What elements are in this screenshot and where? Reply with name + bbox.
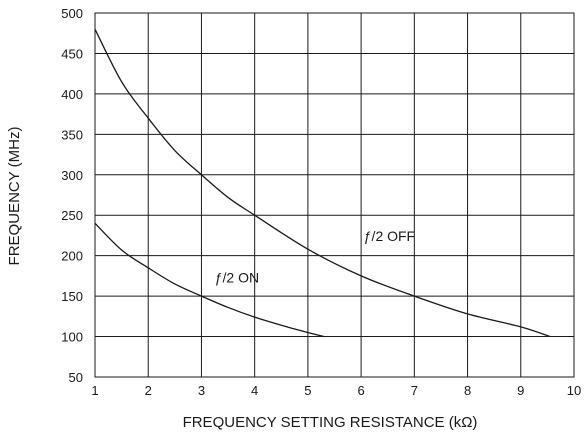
x-tick-label: 1	[91, 383, 98, 398]
x-tick-label: 5	[304, 383, 311, 398]
x-axis-title: FREQUENCY SETTING RESISTANCE (kΩ)	[183, 414, 478, 431]
x-tick-label: 9	[517, 383, 524, 398]
f2-on-label: ƒ/2 ON	[215, 269, 259, 285]
plot-frame	[94, 12, 575, 378]
y-tick-label: 150	[61, 289, 83, 304]
x-tick-label: 3	[198, 383, 205, 398]
x-tick-label: 2	[145, 383, 152, 398]
x-tick-label: 6	[357, 383, 364, 398]
y-tick-label: 200	[61, 249, 83, 264]
grid	[94, 12, 575, 378]
y-tick-label: 250	[61, 208, 83, 223]
y-tick-label: 100	[61, 330, 83, 345]
y-axis-title: FREQUENCY (MHz)	[6, 127, 23, 266]
x-tick-label: 7	[411, 383, 418, 398]
curves	[94, 28, 551, 338]
x-tick-label: 8	[464, 383, 471, 398]
y-tick-label: 500	[61, 6, 83, 21]
f2-off-curve	[94, 28, 551, 338]
y-tick-label: 350	[61, 127, 83, 142]
y-tick-label: 450	[61, 46, 83, 61]
curve-labels: ƒ/2 OFF ƒ/2 ON	[215, 228, 415, 285]
f2-off-label: ƒ/2 OFF	[364, 228, 415, 244]
x-tick-label: 4	[251, 383, 258, 398]
tick-labels: 1 2 3 4 5 6 7 8 9 10 50 100 150 200 250 300 350 400 450 500	[61, 6, 581, 398]
y-tick-label: 300	[61, 168, 83, 183]
y-tick-label: 400	[61, 87, 83, 102]
y-tick-label: 50	[69, 370, 83, 385]
x-tick-label: 10	[567, 383, 581, 398]
f2-on-curve	[94, 222, 325, 338]
